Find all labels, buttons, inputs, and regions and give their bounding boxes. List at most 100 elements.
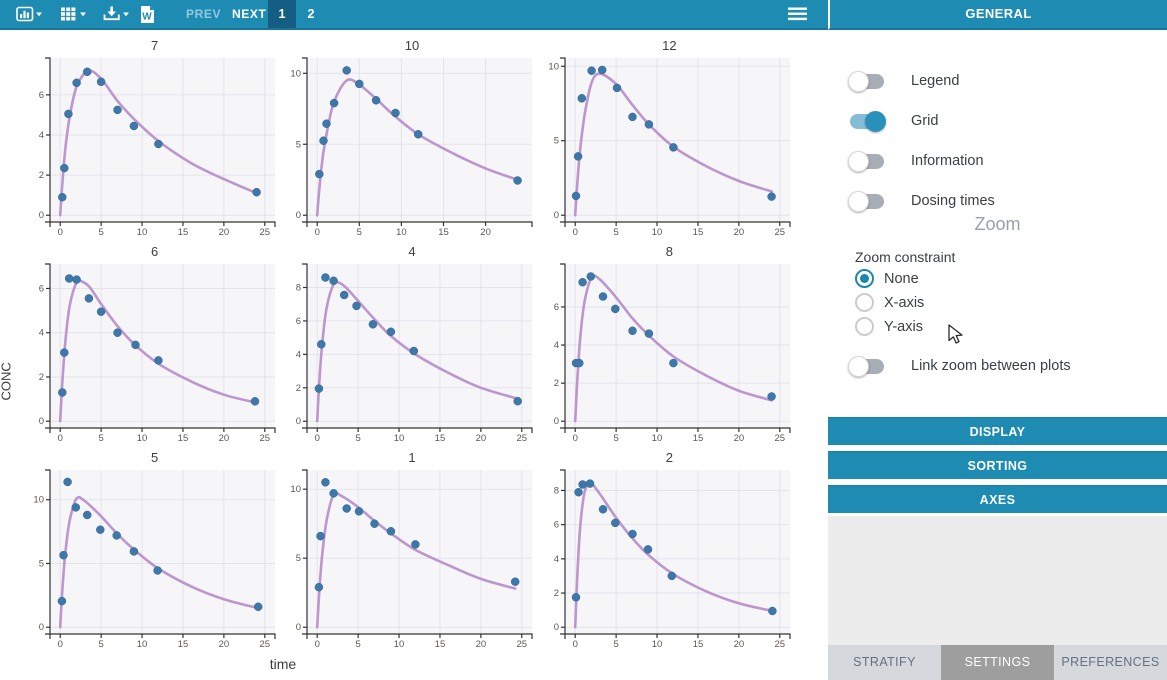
y-tick-label: 5 <box>296 139 301 150</box>
x-tick-label: 20 <box>476 433 487 444</box>
subplot-canvas[interactable]: 0 5 10 15 20 25 0 5 10 <box>541 53 797 239</box>
radio-label: Y-axis <box>884 318 923 335</box>
plot-panel <box>50 264 275 428</box>
page-button-2[interactable]: 2 <box>307 7 315 21</box>
x-tick-label: 0 <box>572 433 577 444</box>
panel-filler <box>828 516 1167 645</box>
tab-settings[interactable]: SETTINGS <box>941 645 1054 680</box>
legend-switch[interactable] <box>848 70 884 92</box>
x-tick-label: 0 <box>58 433 63 444</box>
toggle-legend[interactable]: Legend <box>848 70 960 92</box>
subplot-10[interactable]: 10 0 5 10 15 20 0 5 10 <box>283 36 540 242</box>
subplot-canvas[interactable]: 0 5 10 15 20 25 0 2 4 6 <box>541 259 797 445</box>
data-point <box>513 176 523 185</box>
general-panel-header[interactable]: GENERAL <box>828 0 1167 30</box>
data-point <box>386 327 396 337</box>
x-tick-label: 10 <box>396 227 407 238</box>
x-tick-label: 5 <box>613 433 618 444</box>
subplot-4[interactable]: 4 0 5 10 15 20 25 0 2 4 6 8 <box>283 242 540 448</box>
subplot-title: 12 <box>662 38 677 53</box>
toggle-label: Legend <box>911 73 960 89</box>
x-tick-label: 15 <box>178 639 189 650</box>
subplot-6[interactable]: 6 0 5 10 15 20 25 0 2 4 6 <box>26 242 283 448</box>
radio-label: None <box>884 270 919 287</box>
next-button[interactable]: NEXT <box>232 7 267 21</box>
subplot-7[interactable]: 7 0 5 10 15 20 25 0 2 4 6 <box>26 36 283 242</box>
data-point <box>63 477 72 487</box>
y-axis <box>302 263 308 429</box>
data-point <box>644 329 653 338</box>
data-point <box>643 545 652 554</box>
subplot-5[interactable]: 5 0 5 10 15 20 25 0 5 10 <box>26 448 283 654</box>
data-point <box>60 163 69 173</box>
prev-button[interactable]: PREV <box>186 7 222 21</box>
x-axis <box>49 427 276 433</box>
tab-stratify[interactable]: STRATIFY <box>828 645 941 680</box>
subplot-1[interactable]: 1 0 5 10 15 20 25 0 5 10 <box>283 448 540 654</box>
subplot-canvas[interactable]: 0 5 10 15 20 25 0 2 4 6 <box>26 53 282 239</box>
data-point <box>82 67 92 77</box>
subplot-canvas[interactable]: 0 5 10 15 20 25 0 2 4 6 <box>26 259 282 445</box>
subplot-canvas[interactable]: 0 5 10 15 20 25 0 2 4 6 8 <box>541 465 797 651</box>
data-point <box>513 396 523 406</box>
zoom-section-title: Zoom <box>974 214 1021 234</box>
page-button-1[interactable]: 1 <box>268 0 296 28</box>
data-point <box>573 152 583 161</box>
accordion-sorting[interactable]: SORTING <box>828 451 1167 479</box>
subplot-title: 4 <box>408 244 416 259</box>
subplot-title: 10 <box>404 38 420 53</box>
chart-type-menu-button[interactable] <box>16 0 43 28</box>
data-point <box>64 109 73 119</box>
word-report-button[interactable]: W <box>140 0 155 28</box>
radio-y-axis[interactable]: Y-axis <box>855 317 923 336</box>
accordion-display[interactable]: DISPLAY <box>828 417 1167 445</box>
y-axis <box>559 57 566 223</box>
radio-button[interactable] <box>855 293 874 312</box>
data-point <box>598 292 607 301</box>
x-tick-label: 0 <box>315 639 320 650</box>
toggle-grid[interactable]: Grid <box>850 110 939 132</box>
radio-none[interactable]: None <box>855 269 919 288</box>
data-point <box>340 290 349 300</box>
y-tick-label: 2 <box>296 383 301 394</box>
data-point <box>317 340 326 349</box>
data-point <box>64 274 74 283</box>
export-menu-button[interactable] <box>103 0 130 28</box>
subplot-8[interactable]: 8 0 5 10 15 20 25 0 2 4 6 <box>541 242 798 448</box>
y-axis <box>302 57 308 223</box>
subplot-canvas[interactable]: 0 5 10 15 20 25 0 2 4 6 8 <box>283 259 539 445</box>
data-point <box>571 593 580 602</box>
download-icon <box>103 6 129 21</box>
toggle-information[interactable]: Information <box>848 150 984 172</box>
menu-button[interactable] <box>788 0 807 28</box>
subplot-canvas[interactable]: 0 5 10 15 20 25 0 5 10 <box>26 465 282 651</box>
subplot-canvas[interactable]: 0 5 10 15 20 25 0 5 10 <box>283 465 539 651</box>
toggle-link-zoom-between-plots[interactable]: Link zoom between plots <box>848 355 1071 377</box>
information-switch[interactable] <box>848 150 884 172</box>
data-point <box>574 358 584 368</box>
link-zoom-between-plots-switch[interactable] <box>848 355 884 377</box>
subplot-12[interactable]: 12 0 5 10 15 20 25 0 5 10 <box>541 36 798 242</box>
radio-x-axis[interactable]: X-axis <box>855 293 924 312</box>
dosing-times-switch[interactable] <box>848 190 884 212</box>
grid-switch[interactable] <box>850 110 886 132</box>
tab-preferences[interactable]: PREFERENCES <box>1054 645 1167 680</box>
accordion-axes[interactable]: AXES <box>828 485 1167 513</box>
subplot-canvas[interactable]: 0 5 10 15 20 0 5 10 <box>283 53 539 239</box>
data-point <box>154 139 163 149</box>
data-point <box>96 307 106 316</box>
x-axis-label: time <box>269 656 297 672</box>
subplot-2[interactable]: 2 0 5 10 15 20 25 0 2 4 6 8 <box>541 448 798 654</box>
data-point <box>329 489 339 498</box>
radio-button[interactable] <box>855 317 874 336</box>
toggle-dosing-times[interactable]: Dosing times <box>848 190 995 212</box>
table-menu-button[interactable] <box>60 0 87 28</box>
subplot-title: 6 <box>151 244 159 259</box>
data-point <box>113 105 122 115</box>
subplot-title: 8 <box>665 244 673 259</box>
word-document-icon: W <box>141 5 154 23</box>
radio-button[interactable] <box>855 269 874 288</box>
data-point <box>314 582 324 592</box>
toggle-label: Grid <box>911 113 939 129</box>
x-tick-label: 5 <box>613 227 618 238</box>
